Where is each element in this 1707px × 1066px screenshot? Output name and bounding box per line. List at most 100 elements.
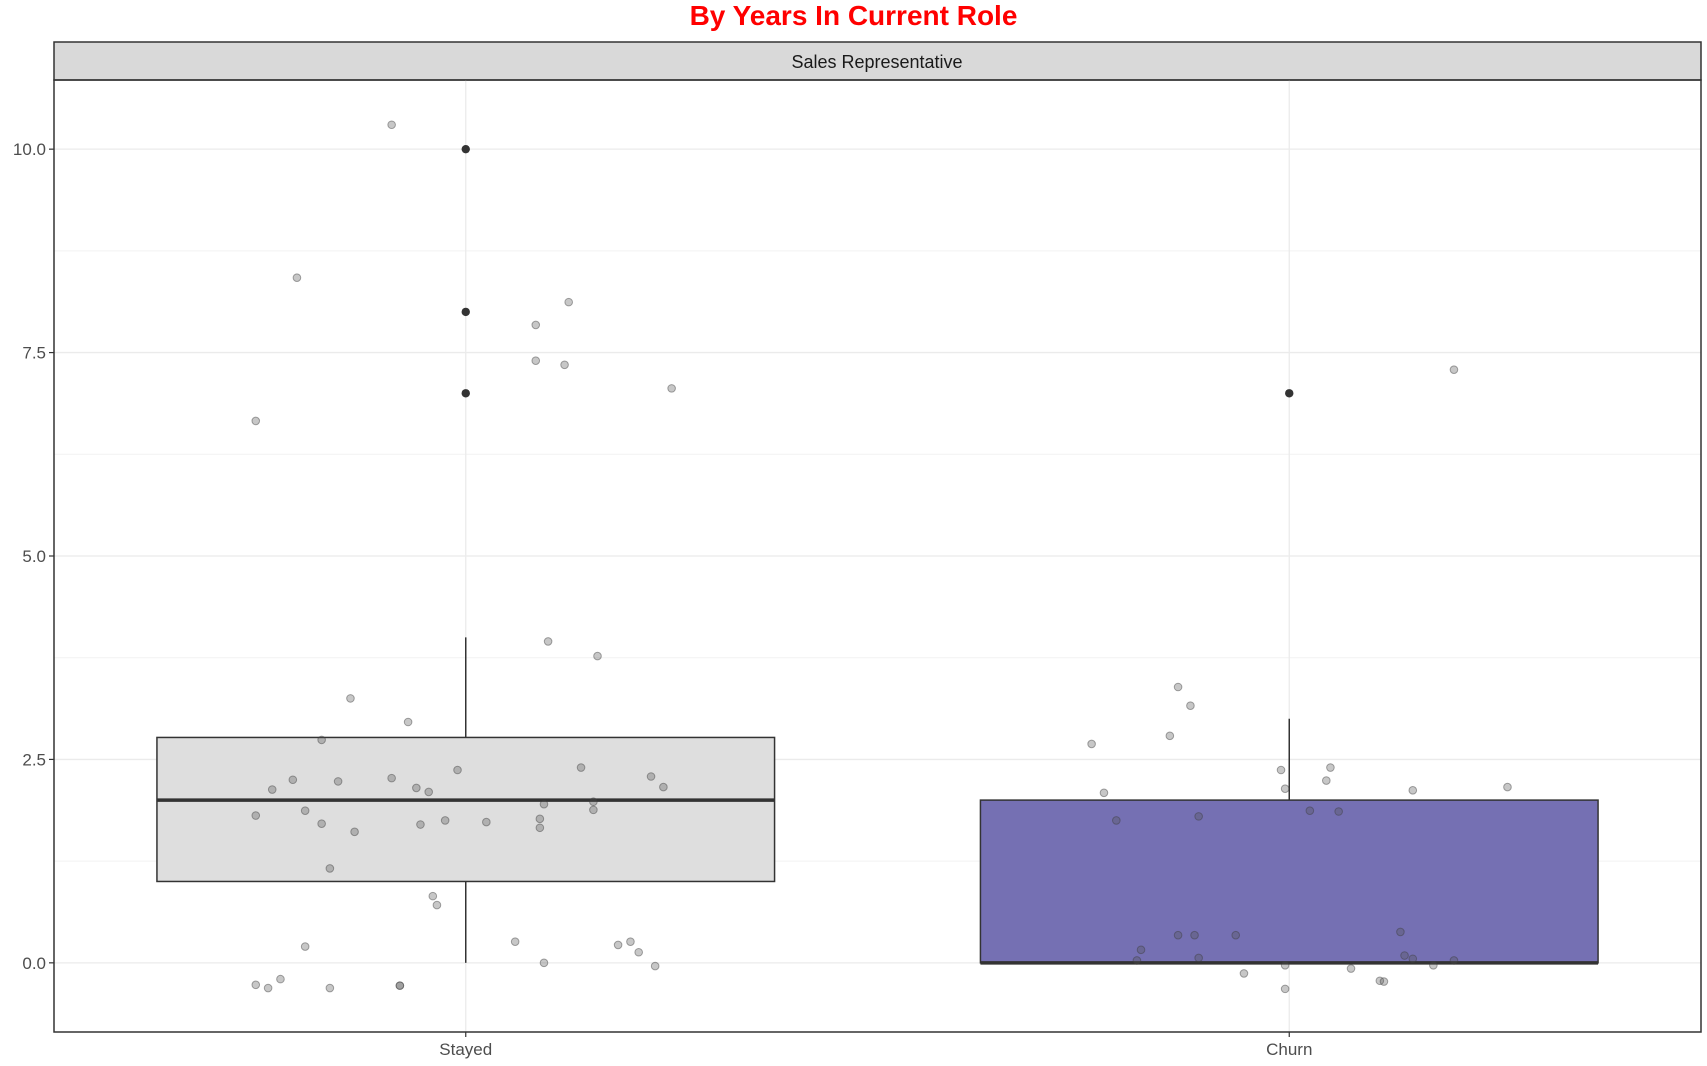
stayed-box [156,736,776,883]
stayed-jitter-point [593,651,602,661]
stayed-jitter-point [543,637,553,646]
stayed-jitter-point [263,983,273,993]
stayed-jitter-point [626,937,635,946]
stayed-jitter-point [531,320,541,330]
churn-jitter-point [1190,930,1199,940]
churn-jitter-point [1186,701,1195,711]
churn-jitter-point [1408,954,1418,964]
churn-jitter-point [1173,930,1183,940]
stayed-jitter-point [440,816,450,825]
stayed-jitter-point [387,120,396,130]
churn-jitter-point [1449,365,1459,374]
stayed-jitter-point [634,947,643,957]
stayed-jitter-point [395,981,405,990]
stayed-jitter-point [317,735,326,745]
axis-layer: 0.0 2.5 5.0 7.5 10.0 Stayed Churn [13,140,1313,1059]
stayed-jitter-point [613,940,623,950]
stayed-jitter-point [482,817,491,827]
stayed-jitter-point [251,980,261,990]
stayed-jitter-point [539,799,549,809]
stayed-jitter-point [300,806,310,815]
stayed-jitter-point [346,694,355,703]
churn-jitter-point [1231,930,1241,940]
churn-jitter-point [1305,806,1315,815]
churn-jitter-point [1334,807,1343,816]
strip-label: Sales Representative [791,52,962,72]
churn-jitter-point [1165,731,1175,741]
stayed-jitter-point [416,820,425,829]
y-tick-label: 10.0 [13,140,46,159]
y-tick-label: 5.0 [22,547,46,566]
y-tick-label: 2.5 [22,750,46,769]
churn-outlier [1285,389,1294,398]
churn-jitter-point [1346,964,1356,973]
churn-jitter-point [1429,960,1438,970]
churn-jitter-point [1408,786,1418,795]
churn-jitter-point [1112,816,1121,825]
strip-background [53,41,1702,81]
churn-jitter-point [1087,739,1096,749]
stayed-outlier [461,389,470,398]
stayed-jitter-point [317,819,326,828]
stayed-jitter-point [325,864,335,873]
stayed-jitter-point [387,773,396,783]
churn-jitter-point [1322,776,1331,785]
stayed-jitter-point [510,937,520,946]
stayed-jitter-point [292,273,302,283]
churn-jitter-point [1099,788,1109,798]
churn-jitter-point [1280,960,1290,970]
stayed-jitter-point [432,900,442,910]
stayed-jitter-point [535,823,545,833]
stayed-jitter-point [333,777,343,786]
x-tick-label: Churn [1266,1040,1312,1059]
x-tick-label: Stayed [439,1040,492,1059]
stayed-jitter-point [659,782,668,792]
stayed-jitter-point [589,797,598,807]
chart-title: By Years In Current Role [689,0,1018,31]
stayed-jitter-point [288,775,298,785]
churn-jitter-point [1194,812,1203,821]
stayed-jitter-point [350,827,359,837]
stayed-jitter-point [576,763,586,772]
stayed-jitter-point [412,783,421,793]
churn-jitter-point [1136,945,1146,955]
stayed-jitter-point [531,356,541,366]
stayed-jitter-point [535,814,545,824]
stayed-jitter-point [403,717,413,727]
stayed-jitter-point [646,772,656,781]
stayed-outlier [461,144,470,154]
churn-jitter-point [1280,784,1290,794]
churn-jitter-point [1280,984,1290,994]
stayed-jitter-point [267,785,277,794]
stayed-jitter-point [276,974,285,984]
churn-jitter-point [1503,782,1512,792]
point-layer [251,120,1512,994]
stayed-jitter-point [589,805,598,815]
stayed-jitter-point [428,891,438,901]
churn-jitter-point [1375,976,1385,986]
stayed-jitter-point [424,787,433,797]
churn-jitter-point [1449,956,1459,965]
stayed-jitter-point [560,360,569,370]
churn-jitter-point [1379,977,1389,986]
churn-jitter-point [1173,682,1183,692]
stayed-jitter-point [325,983,335,993]
churn-jitter-point [1132,956,1142,965]
stayed-jitter-point [453,765,462,775]
y-tick-label: 7.5 [22,344,46,363]
churn-jitter-point [1276,765,1286,775]
churn-jitter-point [1194,953,1203,963]
churn-jitter-point [1239,969,1249,978]
churn-jitter-point [1326,763,1335,772]
stayed-jitter-point [650,961,660,971]
stayed-jitter-point [300,942,310,951]
stayed-jitter-point [667,384,676,393]
churn-box [979,799,1599,964]
stayed-jitter-point [539,958,549,968]
stayed-jitter-point [251,416,261,426]
stayed-outlier [461,307,470,317]
stayed-jitter-point [564,297,573,307]
stayed-jitter-point [395,981,405,990]
y-tick-label: 0.0 [22,954,46,973]
churn-jitter-point [1400,951,1409,960]
